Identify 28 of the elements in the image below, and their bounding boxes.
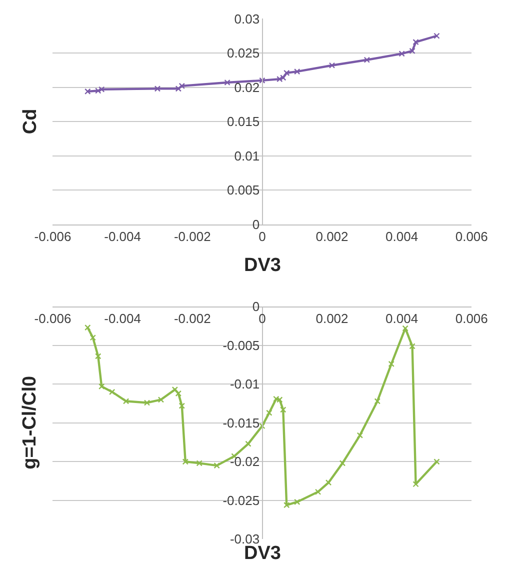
y-axis-title: Cd — [20, 108, 41, 134]
x-tick-label: -0.002 — [174, 311, 211, 326]
y-tick-label: 0.02 — [234, 80, 260, 95]
y-tick-label: 0.005 — [227, 182, 260, 198]
x-tick-label: 0.006 — [455, 311, 488, 326]
x-tick-label: 0.004 — [386, 311, 418, 326]
y-tick-label: 0 — [252, 217, 260, 232]
y-tick-label: -0.005 — [222, 338, 260, 353]
y-tick-label: 0 — [252, 299, 260, 314]
x-tick-label: -0.002 — [174, 229, 211, 244]
y-tick-label: 0.015 — [227, 114, 260, 130]
x-tick-label: -0.004 — [104, 229, 141, 244]
y-tick-label: -0.015 — [222, 415, 260, 430]
y-tick-label: -0.02 — [230, 454, 260, 470]
y-axis-title: g=1-Cl/Cl0 — [20, 376, 41, 470]
y-tick-label: 0.01 — [234, 148, 260, 164]
x-tick-label: -0.004 — [104, 311, 141, 326]
x-tick-label: 0.004 — [386, 229, 418, 244]
x-tick-label: 0.002 — [316, 229, 348, 244]
x-tick-label: 0.006 — [455, 229, 488, 244]
y-tick-label: -0.01 — [230, 376, 260, 392]
y-tick-label: -0.025 — [222, 492, 260, 508]
x-axis-title: DV3 — [244, 255, 281, 276]
x-tick-label: -0.006 — [34, 311, 72, 326]
x-tick-label: -0.006 — [34, 229, 72, 244]
x-tick-label: 0.002 — [316, 311, 348, 326]
y-tick-label: 0.025 — [227, 46, 260, 61]
y-tick-label: 0.03 — [234, 11, 260, 26]
